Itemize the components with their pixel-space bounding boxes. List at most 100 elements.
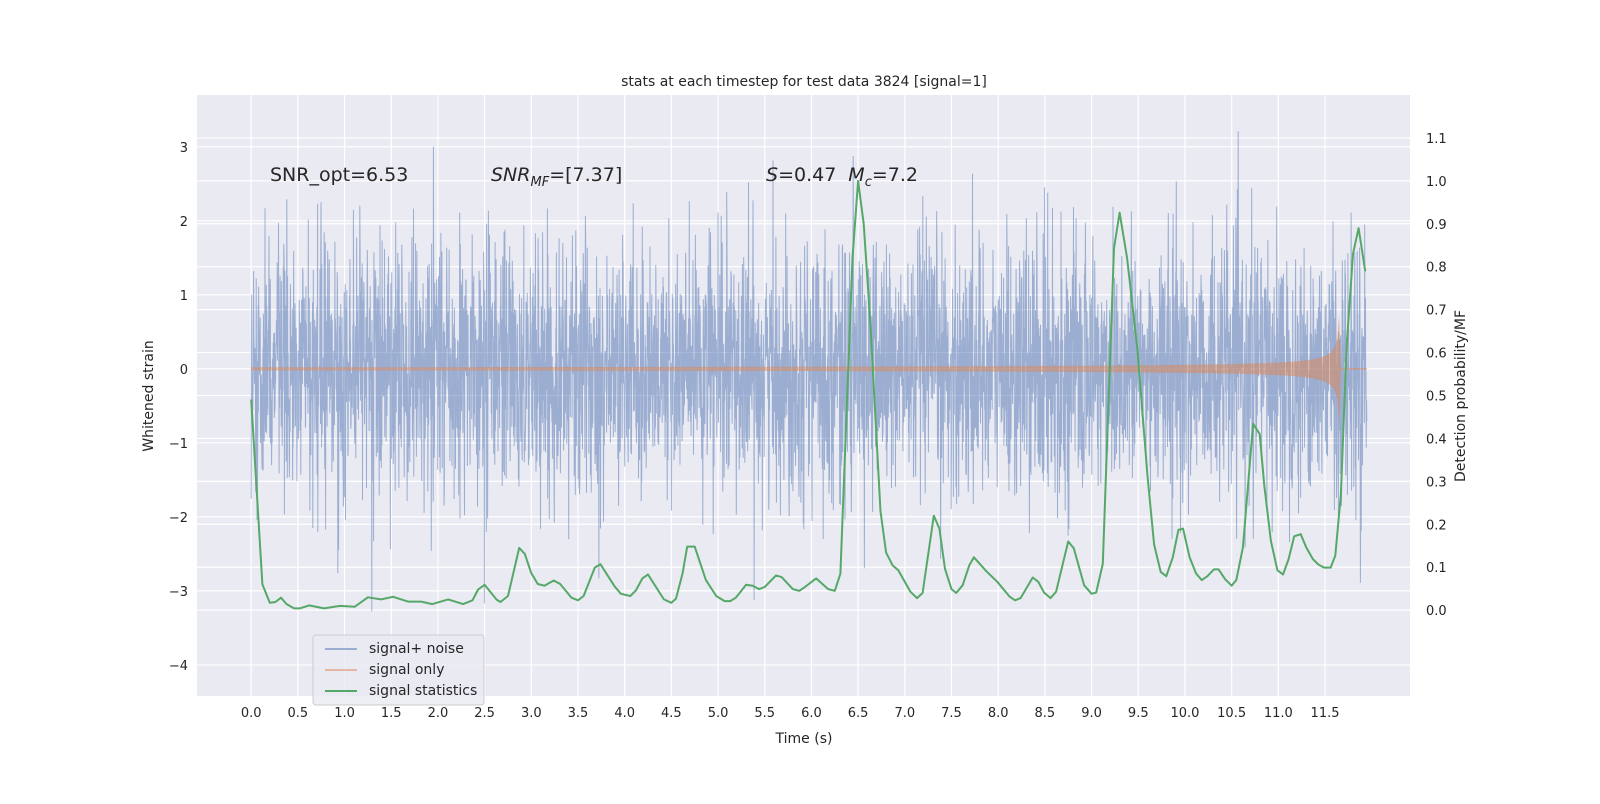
right-y-tick-label: 0.0 [1426,604,1447,619]
signal-statistics-point [815,577,817,579]
signal-statistics-point [955,592,957,594]
signal-statistics-point [1352,253,1354,255]
signal-statistics-point [885,552,887,554]
signal-statistics-point [1334,555,1336,557]
signal-statistics-point [916,597,918,599]
signal-statistics-point [471,599,474,601]
signal-statistics-point [407,600,409,603]
signal-statistics-point [1049,597,1052,599]
signal-statistics-point [1317,564,1320,566]
signal-statistics-point [827,588,829,590]
signal-statistics-point [380,598,382,601]
signal-statistics-point [496,599,498,601]
signal-statistics-point [1235,579,1237,581]
x-tick-label: 8.5 [1035,706,1056,721]
signal-statistics-point [1195,573,1197,575]
signal-statistics-point [577,599,579,601]
signal-statistics-point [1014,599,1016,601]
right-y-tick-label: 0.5 [1426,390,1447,405]
signal-statistics-point [1224,578,1226,580]
x-tick-label: 1.0 [334,706,355,721]
left-y-tick-label: −4 [169,659,188,674]
signal-statistics-point [792,588,794,590]
signal-statistics-point [274,601,277,603]
signal-statistics-point [1083,584,1085,586]
signal-statistics-point [1263,485,1265,487]
x-axis-label: Time (s) [775,731,833,747]
signal-statistics-point [367,596,369,598]
x-tick-label: 5.0 [708,706,729,721]
signal-statistics-point [921,592,924,594]
signal-statistics-point [293,607,295,610]
signal-statistics-point [1118,212,1121,214]
x-tick-label: 3.0 [521,706,542,721]
signal-statistics-point [299,607,301,610]
signal-statistics-point [499,601,502,603]
signal-statistics-point [559,583,561,585]
signal-statistics-point [1305,546,1307,549]
left-y-tick-label: −2 [169,511,188,526]
signal-statistics-point [834,590,836,592]
signal-statistics-point [1330,567,1332,569]
x-tick-label: 6.0 [801,706,822,721]
x-tick-label: 4.0 [614,706,635,721]
signal-statistics-point [1160,571,1162,573]
signal-statistics-point [1312,558,1314,560]
signal-statistics-point [681,572,684,574]
signal-statistics-point [986,571,988,573]
x-tick-label: 10.5 [1217,706,1246,721]
x-tick-label: 7.0 [894,706,915,721]
right-y-tick-label: 1.0 [1426,175,1447,190]
signal-statistics-point [462,603,464,605]
x-tick-label: 5.5 [754,706,775,721]
x-axis-ticks: 0.0 0.5 1.0 1.5 2.0 2.5 3.0 3.5 4.0 4.5 5.0 5.5 6.0 6… [241,706,1340,721]
signal-only-chirp [251,313,1368,425]
annotation-snr-mf: SNRMF=[7.37] [491,164,622,190]
signal-statistics-point [570,597,573,599]
signal-statistics-point [909,591,912,593]
right-y-tick-label: 0.6 [1426,347,1447,362]
signal-statistics-point [447,598,449,601]
signal-statistics-point [670,602,672,604]
signal-statistics-point [653,584,656,586]
signal-statistics-point [968,564,970,567]
signal-statistics-point [1136,347,1138,349]
signal-statistics-point [641,577,644,579]
x-tick-label: 2.5 [474,706,495,721]
signal-statistics-point [675,597,677,600]
signal-statistics-point [613,585,616,587]
signal-statistics-point [752,585,754,587]
signal-statistics-point [764,586,766,588]
signal-statistics-point [518,547,520,549]
x-tick-label: 1.5 [381,706,402,721]
left-y-tick-label: 1 [180,289,188,304]
x-tick-label: 6.5 [848,706,869,721]
left-y-tick-label: −3 [169,585,188,600]
signal-statistics-point [1073,547,1075,549]
signal-statistics-point [729,600,731,602]
signal-statistics-point [1055,591,1057,593]
signal-statistics-point [758,588,760,590]
signal-statistics-point [594,567,596,569]
signal-statistics-point [537,583,539,585]
signal-statistics-point [897,569,899,571]
signal-statistics-point [780,576,783,578]
signal-statistics-point [269,602,271,604]
signal-statistics-point [620,593,622,595]
right-y-tick-label: 0.1 [1426,561,1447,576]
signal-statistics-point [1340,493,1342,495]
signal-statistics-point [1113,247,1115,249]
signal-statistics-point [1213,568,1215,570]
signal-statistics-point [1358,227,1360,229]
signal-statistics-point [308,604,310,607]
signal-statistics-point [1345,347,1348,349]
signal-only-series [251,313,1368,425]
signal-statistics-series [250,179,1367,610]
signal-statistics-point [1102,563,1104,565]
signal-statistics-point [1189,556,1191,558]
signal-statistics-point [1293,535,1295,537]
signal-statistics-point [1242,546,1244,549]
signal-statistics-point [1182,527,1184,530]
x-tick-label: 3.5 [568,706,589,721]
signal-noise-line [250,131,1368,612]
